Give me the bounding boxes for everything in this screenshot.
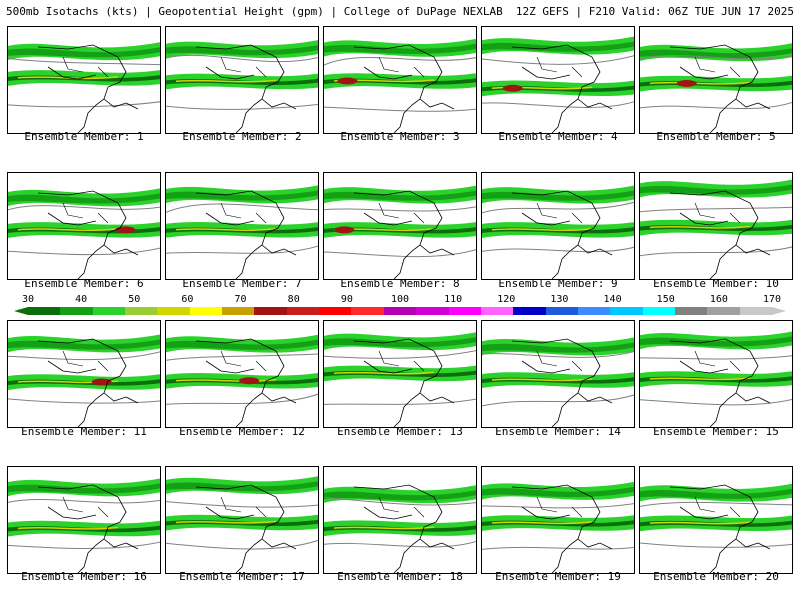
colorbar-tick-label: 40: [75, 294, 88, 305]
ensemble-member-map: [7, 466, 161, 574]
ensemble-member-label: Ensemble Member: 17: [179, 570, 305, 583]
product-title: 500mb Isotachs (kts) | Geopotential Heig…: [6, 5, 503, 18]
colorbar-segment: [383, 307, 417, 315]
colorbar-segment: [286, 307, 320, 315]
ensemble-member-map: [165, 172, 319, 280]
colorbar-segment: [448, 307, 482, 315]
ensemble-member-map: [7, 172, 161, 280]
ensemble-member-label: Ensemble Member: 12: [179, 425, 305, 438]
ensemble-member-map: [481, 466, 635, 574]
ensemble-member-label: Ensemble Member: 10: [653, 277, 779, 290]
colorbar-tick-label: 110: [444, 294, 463, 305]
colorbar-tick-label: 120: [497, 294, 516, 305]
ensemble-member-map: [639, 172, 793, 280]
colorbar-segment: [545, 307, 579, 315]
ensemble-member-label: Ensemble Member: 5: [656, 130, 776, 143]
colorbar-right-arrow: [772, 307, 786, 315]
colorbar-segment: [480, 307, 514, 315]
colorbar-segment: [319, 307, 352, 315]
ensemble-member-map: [481, 320, 635, 428]
colorbar-segment: [642, 307, 676, 315]
ensemble-member-label: Ensemble Member: 15: [653, 425, 779, 438]
colorbar-segment: [674, 307, 708, 315]
colorbar-segment: [739, 307, 773, 315]
colorbar-tick-label: 90: [340, 294, 353, 305]
colorbar-tick-label: 70: [234, 294, 247, 305]
ensemble-member-label: Ensemble Member: 9: [498, 277, 618, 290]
ensemble-member-label: Ensemble Member: 18: [337, 570, 463, 583]
colorbar-tick-label: 80: [287, 294, 300, 305]
run-valid-time: 12Z GEFS | F210 Valid: 06Z TUE JUN 17 20…: [515, 5, 794, 18]
colorbar-segment: [60, 307, 94, 315]
colorbar-tick-label: 150: [656, 294, 675, 305]
ensemble-member-map: [165, 466, 319, 574]
colorbar-segment: [577, 307, 611, 315]
ensemble-member-map: [165, 320, 319, 428]
ensemble-member-label: Ensemble Member: 6: [24, 277, 144, 290]
colorbar-segment: [222, 307, 255, 315]
colorbar-segment: [610, 307, 644, 315]
colorbar-tick-label: 140: [603, 294, 622, 305]
ensemble-member-map: [639, 26, 793, 134]
ensemble-member-map: [323, 172, 477, 280]
colorbar-segment: [189, 307, 223, 315]
ensemble-member-label: Ensemble Member: 3: [340, 130, 460, 143]
ensemble-member-label: Ensemble Member: 2: [182, 130, 302, 143]
ensemble-member-map: [7, 26, 161, 134]
ensemble-member-label: Ensemble Member: 16: [21, 570, 147, 583]
ensemble-member-map: [323, 466, 477, 574]
colorbar-segment: [157, 307, 191, 315]
colorbar-tick-label: 100: [390, 294, 410, 305]
isotach-colorbar: 30 40 50 60 70 80 90 100 110 120 130 140 150 160 170: [10, 294, 790, 318]
colorbar-segment: [125, 307, 158, 315]
ensemble-member-label: Ensemble Member: 14: [495, 425, 621, 438]
ensemble-member-map: [481, 172, 635, 280]
header: 500mb Isotachs (kts) | Geopotential Heig…: [0, 0, 800, 22]
ensemble-member-map: [639, 466, 793, 574]
ensemble-member-map: [7, 320, 161, 428]
ensemble-member-label: Ensemble Member: 20: [653, 570, 779, 583]
ensemble-member-map: [481, 26, 635, 134]
colorbar-tick-label: 60: [181, 294, 194, 305]
colorbar-segment: [707, 307, 741, 315]
ensemble-member-label: Ensemble Member: 11: [21, 425, 147, 438]
colorbar-tick-label: 160: [709, 294, 728, 305]
colorbar-tick-label: 130: [550, 294, 569, 305]
colorbar-segment: [254, 307, 288, 315]
colorbar-tick-label: 50: [128, 294, 141, 305]
colorbar-tick-label: 170: [762, 294, 782, 305]
ensemble-member-label: Ensemble Member: 1: [24, 130, 144, 143]
ensemble-member-map: [323, 320, 477, 428]
ensemble-member-map: [639, 320, 793, 428]
colorbar-segment: [28, 307, 61, 315]
ensemble-member-label: Ensemble Member: 4: [498, 130, 618, 143]
ensemble-member-label: Ensemble Member: 8: [340, 277, 460, 290]
colorbar-tick-label: 30: [21, 294, 35, 305]
ensemble-member-label: Ensemble Member: 13: [337, 425, 463, 438]
ensemble-member-map: [165, 26, 319, 134]
colorbar-segment: [92, 307, 126, 315]
colorbar-segment: [351, 307, 385, 315]
colorbar-segment: [416, 307, 450, 315]
ensemble-member-label: Ensemble Member: 19: [495, 570, 621, 583]
colorbar-segment: [513, 307, 547, 315]
ensemble-member-map: [323, 26, 477, 134]
ensemble-member-label: Ensemble Member: 7: [182, 277, 302, 290]
colorbar-left-arrow: [14, 307, 28, 315]
